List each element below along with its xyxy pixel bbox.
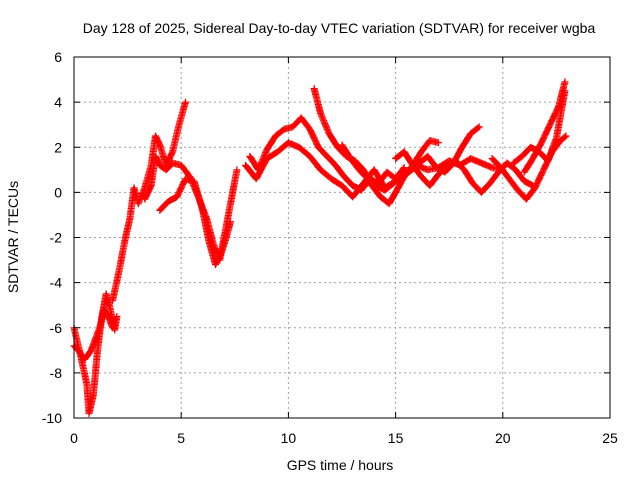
- x-tick-label: 15: [388, 430, 404, 446]
- y-tick-label: -8: [50, 365, 63, 381]
- y-axis-label: SDTVAR / TECUs: [5, 181, 21, 293]
- series-markers: [520, 78, 569, 176]
- series-markers: [246, 114, 408, 194]
- series-track-12: [488, 132, 570, 203]
- x-tick-label: 20: [495, 430, 511, 446]
- series-markers: [488, 132, 570, 203]
- y-tick-label: -2: [50, 230, 63, 246]
- y-tick-label: 0: [54, 184, 62, 200]
- ticks: 0 5 10 15 20 25 -10 -8 -6 -4 -2 0 2 4 6: [42, 49, 618, 446]
- y-tick-label: 4: [54, 94, 62, 110]
- y-tick-label: -4: [50, 275, 63, 291]
- y-tick-label: -6: [50, 320, 63, 336]
- y-tick-label: -10: [42, 410, 62, 426]
- x-tick-label: 5: [177, 430, 185, 446]
- x-tick-label: 25: [602, 430, 618, 446]
- x-axis-label: GPS time / hours: [287, 457, 394, 473]
- data-series: [70, 78, 570, 417]
- x-tick-label: 10: [281, 430, 297, 446]
- x-tick-label: 0: [70, 430, 78, 446]
- series-markers: [156, 175, 234, 269]
- series-track-13: [520, 78, 569, 176]
- y-tick-label: 6: [54, 49, 62, 65]
- chart-title: Day 128 of 2025, Sidereal Day-to-day VTE…: [83, 20, 596, 36]
- series-track-7: [246, 114, 408, 194]
- series-track-5: [156, 175, 234, 269]
- y-tick-label: 2: [54, 139, 62, 155]
